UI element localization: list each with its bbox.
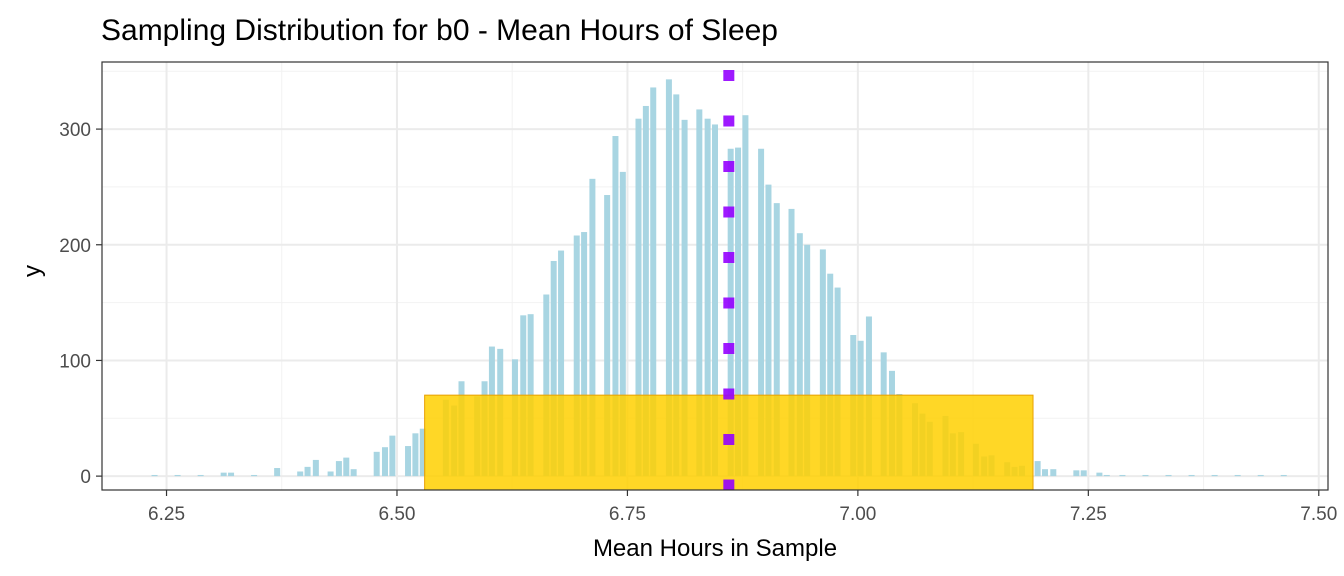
x-axis: 6.25 6.50 6.75 7.00 7.25 7.50 [148, 490, 1337, 525]
histogram-bar [1188, 474, 1195, 477]
histogram-bar [796, 233, 803, 477]
y-tick-label: 300 [59, 120, 91, 141]
histogram-bar [405, 446, 412, 477]
histogram-bar [312, 459, 319, 477]
histogram-bar [827, 273, 834, 477]
histogram-bar [765, 184, 772, 477]
histogram-bar [696, 109, 703, 477]
histogram-bar [742, 115, 749, 477]
histogram-bar [758, 148, 765, 477]
histogram-bar [712, 124, 718, 477]
x-tick-label: 6.75 [609, 504, 646, 525]
histogram-bar [1280, 474, 1287, 477]
y-tick-label: 0 [80, 467, 91, 488]
histogram-bar [1142, 474, 1149, 477]
histogram-bar [151, 474, 158, 477]
histogram-bar [612, 136, 619, 477]
histogram-bar [412, 433, 419, 477]
histogram-bar [735, 147, 742, 477]
histogram-bar [581, 232, 588, 477]
histogram-bar [274, 468, 281, 477]
histogram-bar [1234, 474, 1241, 477]
histogram-bar [558, 250, 565, 477]
histogram-bar [1080, 470, 1087, 477]
histogram-bar [1165, 474, 1172, 477]
histogram-bar [589, 178, 596, 477]
histogram-bar [220, 472, 227, 477]
histogram-bar [389, 435, 396, 477]
histogram-bar [1103, 474, 1110, 477]
histogram-bar [197, 474, 204, 477]
histogram-bar [727, 148, 734, 477]
histogram-bar [297, 471, 304, 477]
histogram-bar [381, 447, 388, 477]
histogram-bar [665, 79, 672, 477]
histogram-bar [550, 260, 557, 477]
histogram-bar [635, 118, 642, 477]
histogram-bar [304, 466, 311, 477]
histogram-bar [174, 474, 181, 477]
histogram-bar [543, 294, 550, 477]
histogram-bar [1257, 474, 1264, 477]
histogram-bar [704, 118, 711, 477]
x-tick-label: 7.25 [1070, 504, 1107, 525]
histogram-bar [834, 287, 841, 477]
histogram-bar [1034, 461, 1041, 477]
x-axis-title: Mean Hours in Sample [593, 535, 837, 562]
histogram-bar [1096, 472, 1103, 477]
histogram-bar [1119, 474, 1126, 477]
plot-border [101, 61, 1329, 491]
histogram-bar [335, 461, 342, 477]
histogram-bar [642, 105, 649, 477]
x-tick-label: 7.00 [839, 504, 876, 525]
histogram-bar [773, 203, 780, 477]
histogram-bar [681, 119, 688, 477]
histogram-bar [251, 474, 258, 477]
histogram-bar [373, 451, 380, 477]
histogram-bar [573, 235, 580, 477]
y-axis: 0 100 200 300 [59, 120, 102, 488]
histogram-bar [819, 249, 826, 477]
y-axis-title: y [19, 265, 46, 277]
histogram-bar [673, 94, 680, 477]
histogram-bar [1073, 470, 1080, 477]
histogram-bar [1211, 474, 1218, 477]
histogram-bar [604, 195, 611, 477]
histogram-bar [619, 171, 626, 477]
histogram-bar [228, 472, 235, 477]
histogram-bar [327, 471, 334, 477]
x-tick-label: 6.25 [148, 504, 185, 525]
x-tick-label: 6.50 [378, 504, 415, 525]
histogram-bar [804, 244, 811, 477]
histogram-bar [1050, 469, 1057, 477]
x-tick-label: 7.50 [1300, 504, 1337, 525]
histogram-bar [343, 457, 350, 477]
histogram-bar [788, 208, 795, 477]
y-tick-label: 100 [59, 351, 91, 372]
y-tick-label: 200 [59, 236, 91, 257]
histogram-bar [419, 428, 426, 477]
histogram-bar [650, 87, 657, 477]
histogram-bar [1042, 469, 1049, 477]
histogram-bar [350, 469, 357, 477]
plot-area [101, 61, 1329, 491]
chart-title: Sampling Distribution for b0 - Mean Hour… [101, 14, 778, 47]
